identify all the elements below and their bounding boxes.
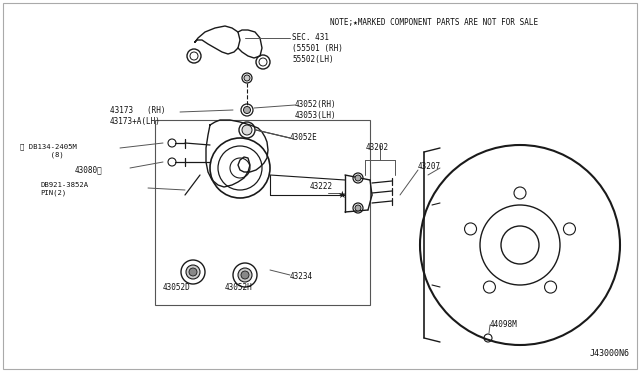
Circle shape [244,75,250,81]
Text: 43052(RH)
43053(LH): 43052(RH) 43053(LH) [295,100,337,120]
Bar [155,120,370,305]
Circle shape [545,281,557,293]
Text: NOTE;★MARKED COMPONENT PARTS ARE NOT FOR SALE: NOTE;★MARKED COMPONENT PARTS ARE NOT FOR… [330,18,538,27]
Ellipse shape [501,226,539,264]
Text: 43207: 43207 [418,162,441,171]
Text: 43080①: 43080① [75,165,103,174]
Text: DB921-3852A
PIN(2): DB921-3852A PIN(2) [40,182,88,196]
Text: SEC. 431
(55501 (RH)
55502(LH): SEC. 431 (55501 (RH) 55502(LH) [292,33,343,64]
Circle shape [238,268,252,282]
Circle shape [242,125,252,135]
Text: 43052E: 43052E [290,133,317,142]
Text: 43234: 43234 [290,272,313,281]
Circle shape [355,205,361,211]
Circle shape [186,265,200,279]
Text: 43222: 43222 [310,182,333,191]
Circle shape [243,106,250,113]
Text: 44098M: 44098M [490,320,518,329]
Text: J43000N6: J43000N6 [590,349,630,358]
Circle shape [241,271,249,279]
Circle shape [563,223,575,235]
Text: 43052D: 43052D [163,283,191,292]
Circle shape [355,175,361,181]
Circle shape [483,281,495,293]
Text: 43173   (RH)
43173+A(LH): 43173 (RH) 43173+A(LH) [110,106,166,126]
Circle shape [465,223,477,235]
Text: 43202: 43202 [366,143,389,152]
Circle shape [514,187,526,199]
Circle shape [189,268,197,276]
Text: 43052H: 43052H [225,283,253,292]
Text: ★: ★ [338,190,346,200]
Text: Ⓡ DB134-2405M
       (8): Ⓡ DB134-2405M (8) [20,143,77,158]
